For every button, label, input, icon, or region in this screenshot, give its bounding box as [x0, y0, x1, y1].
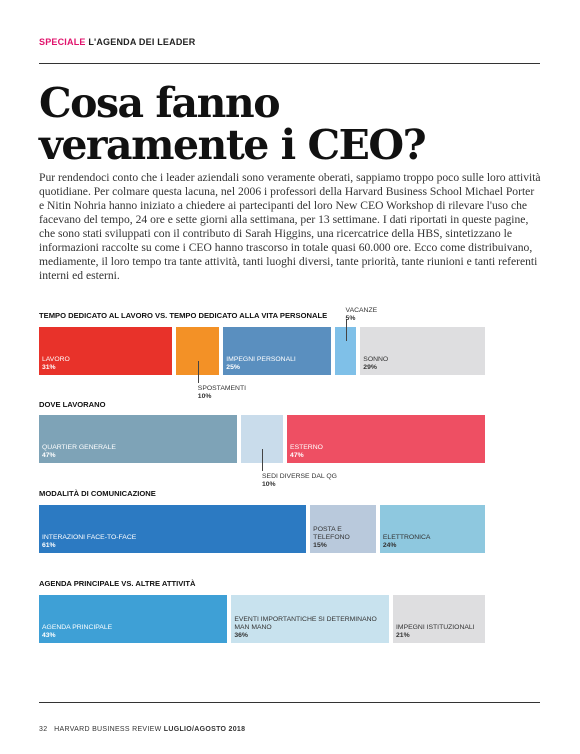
section-subtitle: L'AGENDA DEI LEADER: [88, 37, 196, 47]
page-title: Cosa fanno veramente i CEO?: [39, 82, 539, 166]
segment-category: ELETTRONICA: [382, 534, 431, 541]
segment-category: INTERAZIONI FACE-TO-FACE: [42, 534, 137, 541]
callout-category: SPOSTAMENTI: [197, 385, 247, 392]
segment-value: 15%: [313, 542, 327, 549]
segment-category: POSTA E TELEFONO: [313, 526, 350, 541]
chart-4-segment-label-2: EVENTI IMPORTANTICHE SI DETERMINANO MAN …: [234, 616, 386, 640]
chart-2-segment-3: ESTERNO 47%: [287, 415, 485, 463]
chart-1-segment-5: SONNO 29%: [360, 327, 485, 375]
chart-1-segment-label-3: IMPEGNI PERSONALI 25%: [226, 356, 328, 372]
callout-category: VACANZE: [345, 307, 378, 314]
callout-leader-line: [345, 319, 347, 341]
chart-1-callout-2: SPOSTAMENTI 10%: [198, 385, 246, 401]
segment-category: ESTERNO: [290, 444, 323, 451]
section-header: SPECIALE L'AGENDA DEI LEADER: [39, 37, 195, 47]
segment-category: SONNO: [363, 356, 389, 363]
chart-3-segment-2: POSTA E TELEFONO 15%: [310, 505, 376, 553]
chart-4-segment-label-3: IMPEGNI ISTITUZIONALI 21%: [396, 624, 482, 640]
issue-date: LUGLIO/AGOSTO 2018: [163, 726, 246, 733]
chart-4-bar: AGENDA PRINCIPALE 43% EVENTI IMPORTANTICHE…: [39, 595, 485, 643]
chart-2-callout-2: SEDI DIVERSE DAL QG 10%: [262, 473, 337, 489]
chart-2-segment-label-1: QUARTIER GENERALE 47%: [42, 444, 234, 460]
segment-value: 31%: [42, 364, 56, 371]
callout-value: 10%: [197, 393, 212, 400]
chart-4-title: AGENDA PRINCIPALE VS. ALTRE ATTIVITÀ: [39, 579, 196, 588]
callout-leader-line: [197, 361, 199, 383]
segment-value: 43%: [42, 632, 56, 639]
chart-1-segment-1: LAVORO 31%: [39, 327, 173, 375]
chart-4-segment-2: EVENTI IMPORTANTICHE SI DETERMINANO MAN …: [231, 595, 389, 643]
chart-4-segment-label-1: AGENDA PRINCIPALE 43%: [42, 624, 224, 640]
chart-1-segment-4: [334, 327, 357, 375]
chart-2-bar: QUARTIER GENERALE 47% SEDI DIVERSE DAL QG 1…: [39, 415, 485, 488]
page-number: 32: [39, 726, 48, 733]
title-line-1: Cosa fanno: [39, 79, 281, 127]
chart-1-segment-3: IMPEGNI PERSONALI 25%: [223, 327, 331, 375]
segment-value: 29%: [363, 364, 377, 371]
chart-1-segment-label-5: SONNO 29%: [363, 356, 482, 372]
segment-value: 21%: [396, 632, 410, 639]
top-rule: [39, 63, 540, 64]
chart-4-segment-1: AGENDA PRINCIPALE 43%: [39, 595, 228, 643]
chart-3-title: MODALITÀ DI COMUNICAZIONE: [39, 489, 156, 498]
section-tag: SPECIALE: [39, 37, 86, 47]
chart-2-segment-1: QUARTIER GENERALE 47%: [39, 415, 237, 463]
chart-4-segment-3: IMPEGNI ISTITUZIONALI 21%: [393, 595, 485, 643]
segment-category: QUARTIER GENERALE: [42, 444, 116, 451]
callout-leader-line: [262, 449, 263, 471]
segment-value: 61%: [42, 542, 56, 549]
page-footer: 32 HARVARD BUSINESS REVIEW LUGLIO/AGOSTO…: [39, 726, 245, 733]
chart-3-segment-label-2: POSTA E TELEFONO 15%: [313, 526, 373, 550]
segment-category: IMPEGNI ISTITUZIONALI: [396, 624, 475, 631]
chart-1-callout-4: VACANZE 5%: [346, 307, 378, 323]
segment-category: AGENDA PRINCIPALE: [42, 624, 113, 631]
publication-name: HARVARD BUSINESS REVIEW: [54, 726, 162, 733]
chart-1-bar: LAVORO 31% SPOSTAMENTI 10% IMPEGNI PERSONALI…: [39, 307, 485, 400]
chart-3-segment-label-3: ELETTRONICA 24%: [383, 534, 482, 550]
chart-3-segment-3: ELETTRONICA 24%: [379, 505, 485, 553]
chart-2-title: DOVE LAVORANO: [39, 400, 106, 409]
callout-value: 5%: [345, 315, 356, 322]
segment-value: 47%: [42, 452, 56, 459]
chart-3-segment-label-1: INTERAZIONI FACE-TO-FACE 61%: [42, 534, 303, 550]
intro-paragraph: Pur rendendoci conto che i leader aziend…: [39, 171, 541, 282]
chart-3-segment-1: INTERAZIONI FACE-TO-FACE 61%: [39, 505, 307, 553]
chart-2-segment-label-3: ESTERNO 47%: [290, 444, 482, 460]
segment-value: 24%: [382, 542, 397, 549]
callout-category: SEDI DIVERSE DAL QG: [262, 473, 337, 480]
segment-category: LAVORO: [42, 356, 70, 363]
chart-1-segment-label-1: LAVORO 31%: [42, 356, 169, 372]
callout-value: 10%: [262, 481, 276, 488]
segment-value: 47%: [290, 452, 304, 459]
segment-value: 36%: [234, 632, 248, 639]
bottom-rule: [39, 702, 540, 703]
chart-3-bar: INTERAZIONI FACE-TO-FACE 61% POSTA E TELEF…: [39, 505, 485, 553]
chart-1-title: TEMPO DEDICATO AL LAVORO VS. TEMPO DEDIC…: [39, 311, 328, 320]
segment-category: IMPEGNI PERSONALI: [226, 356, 296, 363]
chart-2-segment-2: [240, 415, 284, 463]
segment-value: 25%: [226, 364, 240, 371]
segment-category: EVENTI IMPORTANTICHE SI DETERMINANO MAN …: [234, 616, 377, 631]
title-line-2: veramente i CEO?: [39, 121, 427, 169]
